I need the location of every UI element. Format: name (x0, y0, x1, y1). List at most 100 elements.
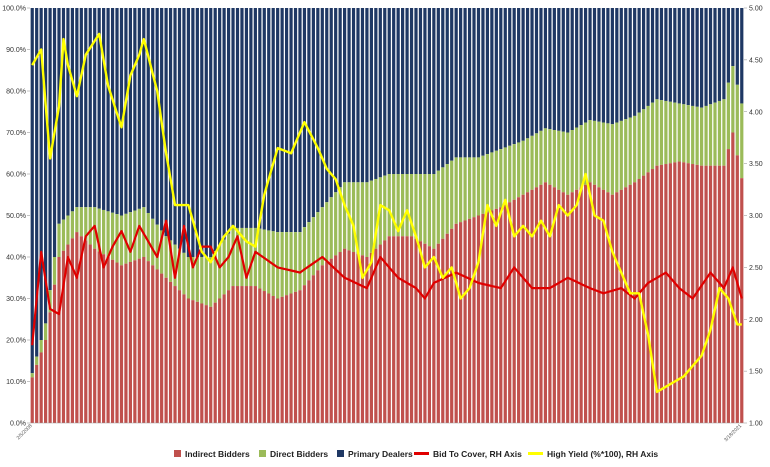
indirect-bidders-bar (508, 202, 512, 423)
primary-dealers-bar (552, 8, 556, 131)
primary-dealers-bar (392, 8, 396, 174)
primary-dealers-bar (610, 8, 614, 125)
indirect-bidders-bar (601, 189, 606, 423)
indirect-bidders-bar (570, 192, 574, 423)
indirect-bidders-bar (61, 250, 66, 423)
primary-dealers-bar (383, 8, 387, 176)
indirect-bidders-bar (686, 163, 690, 423)
legend-indirect-bidders-label: Indirect Bidders (185, 449, 250, 459)
indirect-bidders-bar (173, 286, 177, 423)
primary-dealers-bar (293, 8, 298, 233)
primary-dealers-bar (30, 8, 34, 374)
primary-dealers-bar (713, 8, 717, 103)
indirect-bidders-bar (668, 163, 672, 423)
direct-bidders-bar (485, 154, 490, 213)
direct-bidders-bar (231, 227, 235, 287)
primary-dealers-bar (624, 8, 628, 120)
direct-bidders-bar (668, 101, 672, 164)
direct-bidders-bar (525, 138, 530, 193)
indirect-bidders-bar (717, 165, 722, 423)
primary-dealers-bar (481, 8, 485, 156)
indirect-bidders-bar (106, 257, 110, 423)
primary-dealers-bar (441, 8, 445, 168)
indirect-bidders-bar (240, 286, 244, 423)
indirect-bidders-bar (329, 258, 333, 423)
indirect-bidders-bar (316, 270, 320, 423)
direct-bidders-bar (583, 122, 588, 185)
direct-bidders-bar (726, 82, 730, 150)
direct-bidders-bar (508, 145, 512, 203)
primary-dealers-bar (699, 8, 704, 108)
direct-bidders-bar (177, 248, 182, 291)
direct-bidders-bar (351, 182, 356, 253)
direct-bidders-bar (588, 120, 592, 183)
direct-bidders-bar (262, 229, 266, 292)
direct-bidders-bar (699, 107, 704, 166)
direct-bidders-bar (173, 244, 177, 287)
indirect-bidders-bar (93, 248, 97, 423)
direct-bidders-bar (708, 104, 713, 166)
direct-bidders-bar (160, 230, 164, 274)
primary-dealers-bar (173, 8, 177, 245)
primary-dealers-bar (695, 8, 699, 107)
direct-bidders-bar (374, 178, 378, 249)
x-tick-label: 3/18/2021 (723, 423, 743, 443)
direct-bidders-bar (316, 212, 320, 271)
primary-dealers-bar (490, 8, 494, 153)
primary-dealers-bar (338, 8, 342, 188)
indirect-bidders-bar (499, 207, 503, 423)
direct-bidders-bar (717, 100, 722, 166)
indirect-bidders-bar (110, 259, 115, 423)
right-tick-label: 2.50 (749, 265, 763, 272)
direct-bidders-bar (490, 152, 494, 211)
indirect-bidders-bar (445, 233, 449, 423)
direct-bidders-bar (405, 174, 409, 237)
indirect-bidders-bar (128, 261, 133, 423)
indirect-bidders-bar (222, 294, 226, 423)
direct-bidders-bar (552, 130, 556, 188)
indirect-bidders-bar (276, 298, 280, 423)
indirect-bidders-bar (610, 194, 614, 423)
direct-bidders-bar (338, 187, 342, 253)
indirect-bidders-bar (530, 189, 534, 423)
indirect-bidders-bar (311, 275, 315, 423)
indirect-bidders-bar (200, 303, 204, 423)
direct-bidders-bar (235, 227, 240, 287)
indirect-bidders-bar (209, 306, 213, 423)
direct-bidders-bar (311, 217, 315, 276)
indirect-bidders-bar (731, 132, 735, 423)
direct-bidders-bar (396, 174, 400, 237)
primary-dealers-bar (271, 8, 275, 232)
direct-bidders-bar (249, 227, 253, 287)
primary-dealers-bar (374, 8, 378, 179)
direct-bidders-bar (387, 174, 391, 237)
direct-bidders-bar (735, 84, 739, 156)
indirect-bidders-bar (726, 149, 730, 423)
indirect-bidders-bar (575, 189, 579, 423)
primary-dealers-bar (606, 8, 610, 124)
direct-bidders-bar (110, 212, 115, 260)
indirect-bidders-bar (512, 199, 516, 423)
direct-bidders-bar (57, 223, 61, 257)
direct-bidders-bar (204, 257, 208, 306)
indirect-bidders-bar (182, 294, 186, 423)
indirect-bidders-bar (226, 290, 231, 423)
indirect-bidders-bar (396, 236, 400, 423)
primary-dealers-bar (396, 8, 400, 174)
left-tick-label: 0.0% (10, 421, 26, 428)
indirect-bidders-bar (142, 257, 146, 423)
primary-dealers-bar (414, 8, 418, 174)
primary-dealers-bar (592, 8, 597, 121)
direct-bidders-bar (360, 182, 365, 256)
direct-bidders-bar (44, 323, 48, 340)
direct-bidders-bar (209, 257, 213, 307)
primary-dealers-bar (557, 8, 561, 131)
primary-dealers-bar (575, 8, 579, 128)
direct-bidders-bar (494, 150, 498, 209)
indirect-bidders-bar (258, 288, 262, 423)
direct-bidders-bar (226, 233, 231, 291)
direct-bidders-bar (570, 130, 574, 193)
primary-dealers-bar (548, 8, 552, 130)
direct-bidders-bar (476, 157, 481, 216)
legend: Indirect Bidders Direct Bidders Primary De… (174, 449, 658, 459)
